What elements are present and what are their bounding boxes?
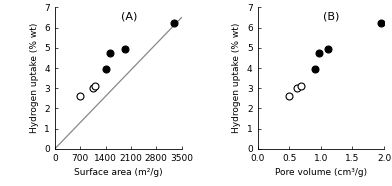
Text: (B): (B) (323, 12, 340, 22)
X-axis label: Surface area (m²/g): Surface area (m²/g) (74, 168, 163, 177)
Text: (A): (A) (121, 12, 137, 22)
Y-axis label: Hydrogen uptake (% wt): Hydrogen uptake (% wt) (232, 23, 241, 133)
Y-axis label: Hydrogen uptake (% wt): Hydrogen uptake (% wt) (30, 23, 39, 133)
X-axis label: Pore volume (cm³/g): Pore volume (cm³/g) (275, 168, 367, 177)
